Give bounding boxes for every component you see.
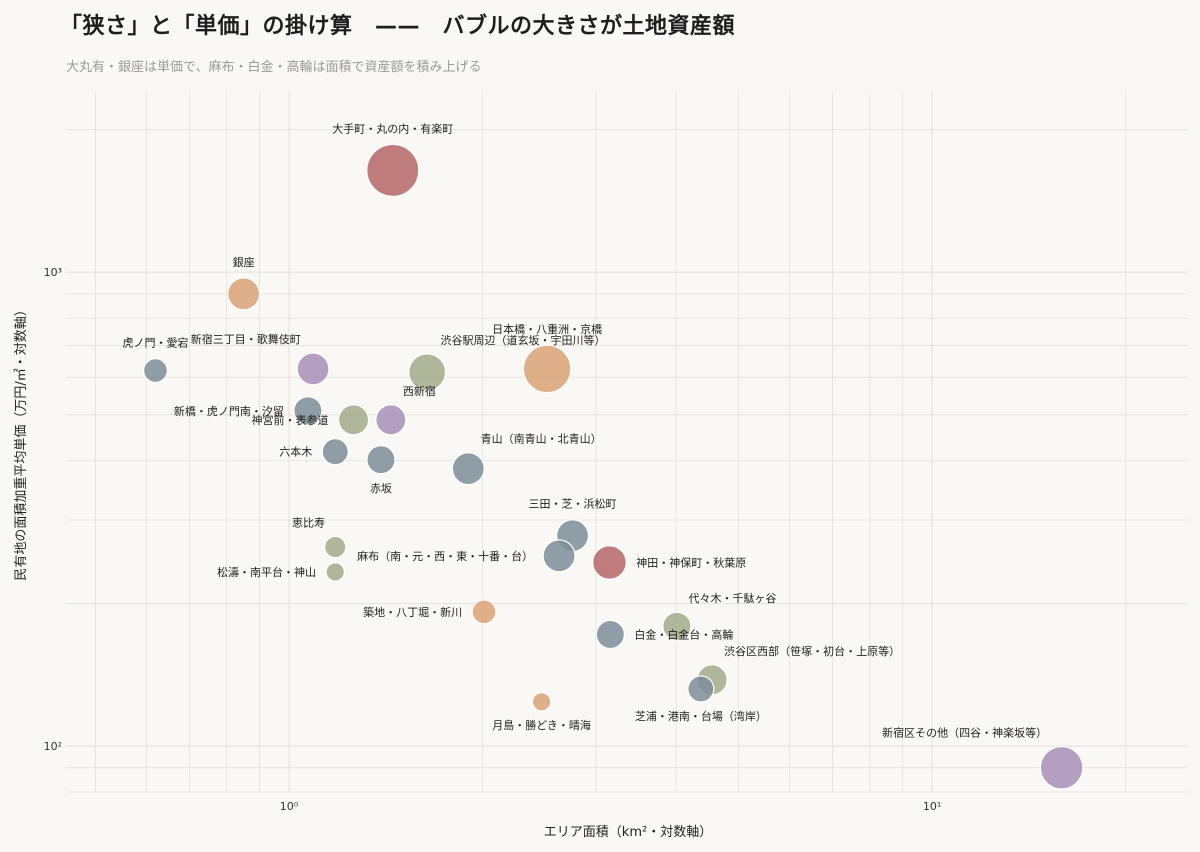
y-tick-label: 10³ bbox=[44, 266, 62, 279]
bubble bbox=[522, 344, 572, 394]
bubble bbox=[293, 396, 323, 426]
bubble-label: 新宿三丁目・歌舞伎町 bbox=[191, 332, 301, 346]
x-axis-label: エリア面積（km²・対数軸） bbox=[544, 825, 712, 840]
bubble bbox=[325, 562, 346, 582]
bubble-label: 神田・神保町・秋葉原 bbox=[636, 555, 746, 569]
grid bbox=[66, 92, 1188, 793]
x-tick-label: 10¹ bbox=[923, 800, 941, 813]
bubble bbox=[531, 692, 552, 712]
bubble bbox=[296, 352, 330, 386]
bubble bbox=[337, 404, 370, 436]
bubble bbox=[375, 404, 407, 436]
bubble-label: 築地・八丁堀・新川 bbox=[363, 605, 462, 619]
bubble-label: 大手町・丸の内・有楽町 bbox=[332, 121, 453, 135]
chart-title: 「狭さ」と「単価」の掛け算 —— バブルの大きさが土地資産額 bbox=[60, 14, 736, 39]
bubble bbox=[542, 539, 576, 573]
bubbles bbox=[143, 143, 1084, 790]
axis-ticks: 10⁰ 10¹ 10² 10³ bbox=[44, 266, 942, 813]
bubble-label: 芝浦・港南・台場（湾岸） bbox=[635, 709, 767, 723]
y-tick-label: 10² bbox=[44, 740, 62, 753]
bubble-label: 日本橋・八重洲・京橋 bbox=[492, 322, 602, 336]
bubble bbox=[366, 143, 420, 197]
bubble-label: 渋谷駅周辺（道玄坂・宇田川等） bbox=[441, 333, 606, 347]
bubble-label: 神宮前・表参道 bbox=[252, 413, 329, 427]
x-tick-label: 10⁰ bbox=[280, 800, 299, 813]
bubble-label: 代々木・千駄ヶ谷 bbox=[688, 591, 776, 605]
bubble-label: 三田・芝・浜松町 bbox=[529, 497, 617, 511]
bubble-label: 松濤・南平台・神山 bbox=[217, 565, 316, 579]
bubble bbox=[592, 545, 627, 580]
bubble-label: 月島・勝どき・晴海 bbox=[492, 718, 591, 732]
bubble bbox=[366, 445, 396, 475]
bubble bbox=[471, 599, 497, 625]
chart-subtitle: 大丸有・銀座は単価で、麻布・白金・高輪は面積で資産額を積み上げる bbox=[66, 60, 482, 75]
bubble-label: 麻布（南・元・西・東・十番・台） bbox=[357, 549, 533, 563]
bubble bbox=[451, 452, 485, 486]
bubble bbox=[324, 535, 347, 559]
bubble-label: 銀座 bbox=[233, 255, 255, 269]
bubble-label: 恵比寿 bbox=[292, 515, 325, 529]
y-axis-label: 民有地の面積加重平均単価（万円/㎡・対数軸） bbox=[13, 303, 29, 580]
bubble-label: 渋谷区西部（笹塚・初台・上原等） bbox=[724, 644, 900, 658]
bubble-label: 六本木 bbox=[279, 445, 312, 459]
bubble bbox=[1039, 745, 1084, 790]
bubble-label: 虎ノ門・愛宕 bbox=[123, 336, 189, 350]
bubble bbox=[595, 619, 625, 650]
bubble-label: 白金・白金台・高輪 bbox=[634, 627, 733, 641]
bubble-label: 新宿区その他（四谷・神楽坂等） bbox=[882, 726, 1047, 740]
bubble bbox=[321, 438, 349, 466]
bubble-label: 赤坂 bbox=[370, 482, 392, 495]
bubble bbox=[143, 358, 168, 384]
bubble bbox=[408, 353, 447, 392]
bubble bbox=[687, 675, 715, 703]
bubble-label: 青山（南青山・北青山） bbox=[481, 433, 602, 446]
bubble bbox=[662, 611, 692, 641]
bubble-label: 新橋・虎ノ門南・汐留 bbox=[174, 404, 284, 418]
bubble-label: 西新宿 bbox=[403, 384, 436, 398]
bubble bbox=[227, 277, 261, 311]
